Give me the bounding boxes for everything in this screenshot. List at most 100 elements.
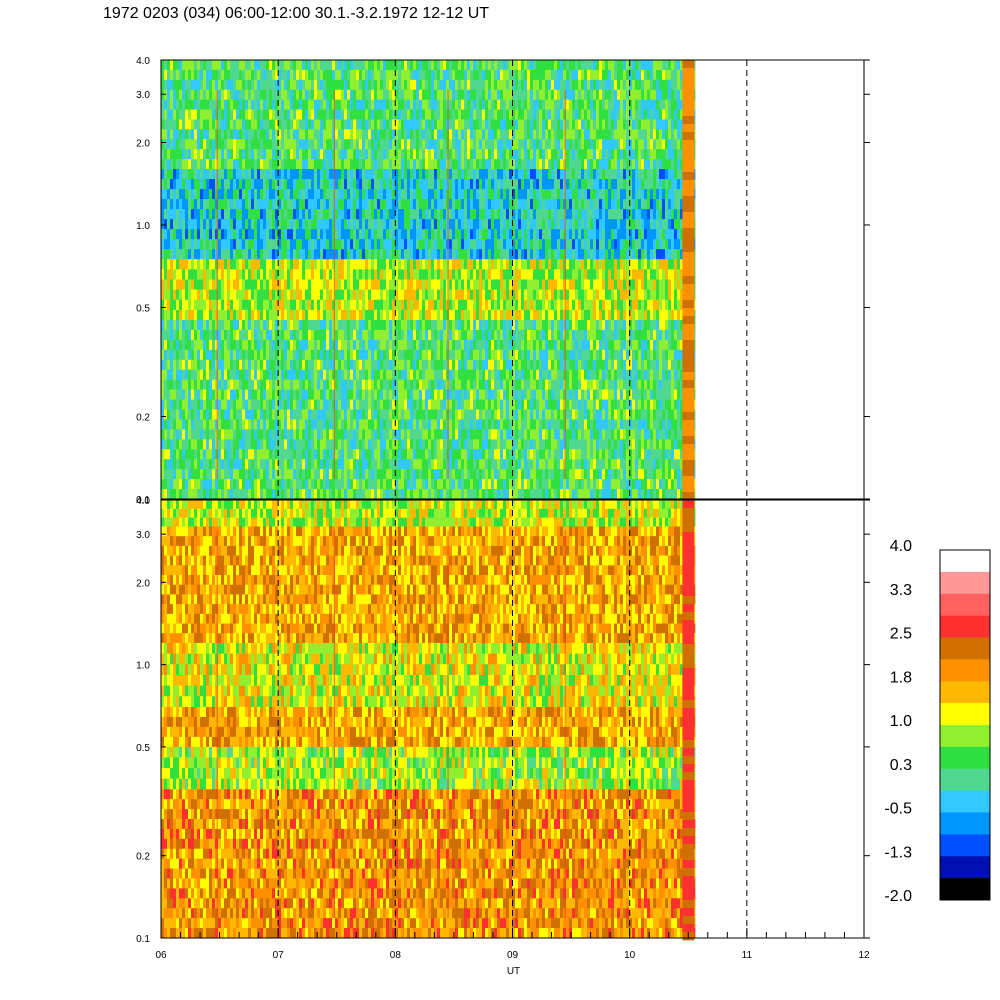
heatmap-cell bbox=[452, 159, 456, 170]
heatmap-cell bbox=[296, 109, 300, 120]
heatmap-cell bbox=[512, 169, 516, 180]
heatmap-cell bbox=[644, 109, 648, 120]
heatmap-cell bbox=[608, 279, 612, 291]
heatmap-cell bbox=[383, 139, 387, 150]
heatmap-cell bbox=[515, 179, 519, 190]
heatmap-cell bbox=[371, 129, 375, 140]
heatmap-cell bbox=[494, 79, 498, 91]
heatmap-cell bbox=[551, 149, 555, 160]
heatmap-cell bbox=[257, 239, 261, 250]
heatmap-cell bbox=[260, 79, 264, 91]
heatmap-cell bbox=[389, 229, 393, 240]
heatmap-cell bbox=[212, 79, 216, 91]
heatmap-cell bbox=[407, 119, 411, 130]
heatmap-cell bbox=[587, 249, 591, 260]
heatmap-cell bbox=[563, 69, 567, 81]
heatmap-cell bbox=[536, 289, 540, 301]
heatmap-cell bbox=[587, 229, 591, 240]
heatmap-cell bbox=[449, 279, 453, 291]
heatmap-cell bbox=[299, 119, 303, 130]
heatmap-cell bbox=[311, 189, 315, 200]
heatmap-cell bbox=[596, 320, 600, 331]
heatmap-cell bbox=[326, 320, 330, 331]
heatmap-cell bbox=[326, 219, 330, 230]
heatmap-cell bbox=[497, 119, 501, 130]
heatmap-cell bbox=[602, 139, 606, 150]
heatmap-cell bbox=[542, 99, 546, 110]
heatmap-cell bbox=[677, 139, 681, 150]
heatmap-cell bbox=[164, 129, 168, 140]
heatmap-cell bbox=[179, 89, 183, 101]
heatmap-cell bbox=[518, 229, 522, 240]
heatmap-cell bbox=[206, 119, 210, 130]
heatmap-cell bbox=[209, 249, 213, 260]
heatmap-cell bbox=[494, 169, 498, 180]
heatmap-cell bbox=[572, 109, 576, 120]
heatmap-cell bbox=[476, 159, 480, 170]
heatmap-cell bbox=[401, 199, 405, 210]
heatmap-cell bbox=[620, 329, 624, 341]
heatmap-cell bbox=[218, 89, 222, 101]
heatmap-cell bbox=[623, 169, 627, 180]
heatmap-cell bbox=[386, 99, 390, 110]
heatmap-cell bbox=[191, 179, 195, 190]
heatmap-cell bbox=[671, 299, 675, 311]
heatmap-cell bbox=[632, 149, 636, 160]
heatmap-cell bbox=[527, 219, 531, 230]
heatmap-cell bbox=[410, 199, 414, 210]
heatmap-cell bbox=[473, 149, 477, 160]
heatmap-cell bbox=[575, 69, 579, 81]
heatmap-cell bbox=[386, 139, 390, 150]
heatmap-cell bbox=[470, 149, 474, 160]
heatmap-cell bbox=[284, 249, 288, 260]
heatmap-cell bbox=[368, 279, 372, 291]
heatmap-cell bbox=[416, 79, 420, 91]
heatmap-cell bbox=[551, 159, 555, 170]
heatmap-cell bbox=[383, 299, 387, 311]
heatmap-cell bbox=[425, 239, 429, 250]
heatmap-cell bbox=[230, 179, 234, 190]
heatmap-cell bbox=[368, 89, 372, 101]
heatmap-cell bbox=[623, 179, 627, 190]
heatmap-cell bbox=[239, 189, 243, 200]
heatmap-cell bbox=[311, 199, 315, 210]
heatmap-cell bbox=[503, 229, 507, 240]
heatmap-cell bbox=[329, 109, 333, 120]
heatmap-cell bbox=[530, 289, 534, 301]
heatmap-cell bbox=[203, 119, 207, 130]
heatmap-cell bbox=[350, 269, 354, 280]
heatmap-cell bbox=[326, 329, 330, 341]
heatmap-cell bbox=[395, 189, 399, 200]
heatmap-cell bbox=[221, 69, 225, 81]
heatmap-cell bbox=[176, 199, 180, 210]
heatmap-cell bbox=[287, 109, 291, 120]
heatmap-cell bbox=[590, 229, 594, 240]
heatmap-cell bbox=[164, 119, 168, 130]
heatmap-cell bbox=[593, 99, 597, 110]
heatmap-cell bbox=[419, 229, 423, 240]
heatmap-cell bbox=[425, 139, 429, 150]
heatmap-cell bbox=[515, 229, 519, 240]
heatmap-cell bbox=[572, 259, 576, 270]
heatmap-cell bbox=[311, 109, 315, 120]
heatmap-cell bbox=[278, 169, 282, 180]
heatmap-cell bbox=[521, 79, 525, 91]
heatmap-cell bbox=[596, 189, 600, 200]
heatmap-cell bbox=[542, 159, 546, 170]
heatmap-cell bbox=[197, 89, 201, 101]
heatmap-cell bbox=[491, 159, 495, 170]
heatmap-cell bbox=[596, 109, 600, 120]
heatmap-cell bbox=[659, 79, 663, 91]
heatmap-cell bbox=[515, 329, 519, 341]
heatmap-cell bbox=[488, 60, 492, 71]
heatmap-cell bbox=[497, 169, 501, 180]
heatmap-cell bbox=[374, 149, 378, 160]
heatmap-cell bbox=[233, 60, 237, 71]
heatmap-cell bbox=[536, 279, 540, 291]
heatmap-cell bbox=[362, 229, 366, 240]
heatmap-cell bbox=[428, 309, 432, 321]
heatmap-cell bbox=[428, 289, 432, 301]
heatmap-cell bbox=[437, 289, 441, 301]
heatmap-cell bbox=[287, 129, 291, 140]
heatmap-cell bbox=[422, 199, 426, 210]
